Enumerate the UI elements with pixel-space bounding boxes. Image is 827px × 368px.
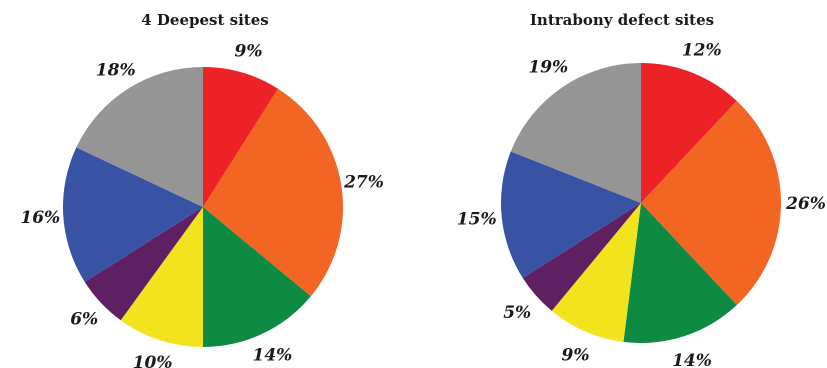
pie-slice-yellow	[551, 203, 641, 342]
pie-slice-gray	[510, 62, 641, 203]
pie-chart-intrabony-sites: Intrabony defect sites 12% 26% 14% 9% 5% 15% 1…	[417, 0, 827, 368]
pie-slice-purple	[84, 207, 203, 321]
slice-label-purple: 6%	[70, 310, 98, 330]
slice-label-purple: 5%	[503, 303, 531, 323]
pie-slice-gray	[76, 66, 203, 207]
pie-slice-green	[623, 203, 737, 344]
slice-label-red: 12%	[682, 41, 722, 61]
slice-label-gray: 18%	[96, 60, 136, 80]
pie-slice-purple	[522, 203, 641, 311]
slice-label-green: 14%	[672, 351, 712, 368]
pie-svg: 9% 27% 14% 10% 6% 16% 18%	[20, 42, 384, 368]
pie-slice-red	[641, 63, 737, 203]
chart-title: Intrabony defect sites	[529, 11, 715, 29]
chart-title: 4 Deepest sites	[141, 11, 269, 29]
slice-label-blue: 16%	[20, 208, 60, 228]
pie-slice-blue	[500, 151, 641, 279]
pie-svg: 12% 26% 14% 9% 5% 15% 19%	[457, 41, 826, 368]
pie-slice-red	[203, 67, 279, 207]
pie-slice-green	[203, 207, 311, 347]
slice-label-red: 9%	[235, 42, 263, 62]
slice-label-green: 14%	[252, 346, 292, 366]
pie-slice-orange	[203, 88, 344, 297]
slice-label-orange: 27%	[343, 173, 384, 193]
slice-label-yellow: 10%	[133, 353, 173, 368]
slice-label-yellow: 9%	[562, 345, 590, 365]
slice-label-gray: 19%	[528, 58, 568, 78]
pie-slice-yellow	[120, 207, 203, 347]
slice-label-orange: 26%	[785, 194, 826, 214]
pie-slice-blue	[62, 147, 203, 283]
pie-chart-deepest-sites: 4 Deepest sites 9% 27% 14% 10% 6% 16% 18%	[0, 0, 410, 368]
pie-slice-orange	[641, 100, 782, 306]
slice-label-blue: 15%	[457, 210, 497, 230]
